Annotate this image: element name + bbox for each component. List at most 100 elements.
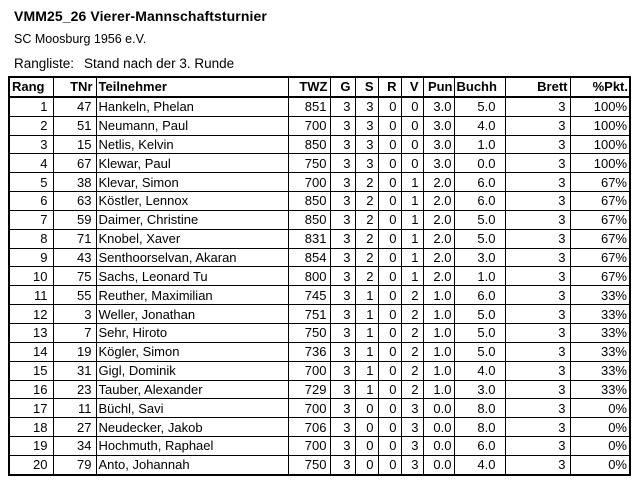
table-cell: 0 [400, 134, 424, 155]
table-cell: 5.0 [453, 322, 506, 343]
table-cell: 3 [504, 247, 571, 268]
table-cell: 2 [354, 209, 379, 230]
table-cell: 729 [287, 379, 331, 400]
table-cell: Reuther, Maximilian [95, 285, 289, 306]
table-cell: 736 [287, 341, 331, 362]
table-cell: 3 [504, 115, 571, 136]
table-cell: 1 [354, 341, 379, 362]
table-cell: 5.0 [453, 96, 506, 117]
table-cell: Neudecker, Jakob [95, 417, 289, 438]
table-cell: 67% [569, 209, 631, 230]
table-cell: 3 [329, 96, 356, 117]
table-cell: 1 [400, 247, 424, 268]
table-cell: 2.0 [422, 247, 455, 268]
table-cell: 1 [400, 209, 424, 230]
table-cell: 3 [329, 341, 356, 362]
table-row: 9 43 Senthoorselvan, Akaran 854 3 2 0 1 2.0 3.0 3 6… [8, 247, 631, 268]
list-label: Rangliste: [14, 56, 75, 71]
table-cell: 8.0 [453, 398, 506, 419]
column-header: TWZ [287, 76, 331, 98]
table-cell: Sachs, Leonard Tu [95, 266, 289, 287]
table-cell: 67% [569, 191, 631, 211]
table-cell: 751 [287, 304, 331, 324]
table-cell: 33% [569, 322, 631, 343]
page-title: VMM25_26 Vierer-Mannschaftsturnier [14, 8, 267, 24]
table-cell: Kögler, Simon [95, 341, 289, 362]
table-cell: 3 [504, 172, 571, 193]
table-cell: 750 [287, 454, 331, 476]
table-cell: 3 [329, 172, 356, 193]
table-row: 11 55 Reuther, Maximilian 745 3 1 0 2 1.0 6.0 3 33% [8, 285, 631, 306]
table-row: 5 38 Klevar, Simon 700 3 2 0 1 2.0 6.0 3 67% [8, 172, 631, 193]
table-cell: 16 [8, 379, 54, 400]
table-cell: 0 [377, 191, 402, 211]
table-cell: 6.0 [453, 436, 506, 456]
table-cell: 15 [52, 134, 97, 155]
table-cell: 19 [8, 436, 54, 456]
table-cell: 1.0 [453, 134, 506, 155]
table-cell: 3 [504, 417, 571, 438]
table-cell: 63 [52, 191, 97, 211]
table-cell: 1 [400, 172, 424, 193]
table-cell: 0 [377, 247, 402, 268]
table-cell: 0.0 [422, 454, 455, 476]
table-cell: 3 [504, 191, 571, 211]
table-cell: 1 [354, 379, 379, 400]
column-header: Pun [422, 76, 455, 98]
table-cell: 2 [400, 360, 424, 381]
table-cell: Sehr, Hiroto [95, 322, 289, 343]
table-cell: 0.0 [453, 153, 506, 174]
table-cell: 750 [287, 153, 331, 174]
table-cell: 3 [329, 247, 356, 268]
table-cell: 0 [377, 134, 402, 155]
table-cell: 706 [287, 417, 331, 438]
table-cell: 0 [354, 398, 379, 419]
table-cell: 3 [329, 398, 356, 419]
table-cell: 3 [504, 96, 571, 117]
table-cell: 700 [287, 115, 331, 136]
table-cell: 3 [329, 360, 356, 381]
table-cell: 6.0 [453, 172, 506, 193]
table-cell: 851 [287, 96, 331, 117]
table-cell: 1.0 [422, 285, 455, 306]
table-cell: 3.0 [422, 115, 455, 136]
table-header-row: Rang TNr Teilnehmer TWZ G S R V Pun Buchh Brett %Pk… [8, 76, 631, 98]
table-cell: 0% [569, 398, 631, 419]
table-cell: 700 [287, 398, 331, 419]
table-cell: 3 [504, 209, 571, 230]
table-cell: 3 [504, 285, 571, 306]
table-cell: 1.0 [422, 304, 455, 324]
table-cell: 3 [354, 115, 379, 136]
ranking-report: VMM25_26 Vierer-Mannschaftsturnier SC Mo… [8, 8, 631, 476]
table-cell: 3 [504, 304, 571, 324]
table-cell: 3 [52, 304, 97, 324]
table-cell: 6 [8, 191, 54, 211]
table-row: 19 34 Hochmuth, Raphael 700 3 0 0 3 0.0 6.0 3 0% [8, 436, 631, 456]
table-cell: 700 [287, 172, 331, 193]
table-cell: 0 [354, 436, 379, 456]
table-cell: 1 [400, 266, 424, 287]
table-cell: 67% [569, 228, 631, 249]
table-cell: 75 [52, 266, 97, 287]
list-status: Stand nach der 3. Runde [84, 56, 235, 71]
table-row: 8 71 Knobel, Xaver 831 3 2 0 1 2.0 5.0 3 67% [8, 228, 631, 249]
table-cell: 3.0 [422, 134, 455, 155]
table-row: 13 7 Sehr, Hiroto 750 3 1 0 2 1.0 5.0 3 33% [8, 322, 631, 343]
column-header: G [329, 76, 356, 98]
column-header: Brett [504, 76, 571, 98]
table-cell: Hochmuth, Raphael [95, 436, 289, 456]
table-cell: 15 [8, 360, 54, 381]
table-cell: 4.0 [453, 115, 506, 136]
column-header: TNr [52, 76, 97, 98]
table-cell: 3 [329, 228, 356, 249]
table-cell: 20 [8, 454, 54, 476]
table-cell: 2 [400, 379, 424, 400]
table-cell: 11 [52, 398, 97, 419]
table-cell: 0 [354, 454, 379, 476]
table-cell: 2 [354, 266, 379, 287]
column-header: R [377, 76, 402, 98]
table-row: 20 79 Anto, Johannah 750 3 0 0 3 0.0 4.0 3 0% [8, 454, 631, 476]
table-cell: 1 [354, 285, 379, 306]
table-cell: 2 [354, 228, 379, 249]
table-cell: 3 [329, 115, 356, 136]
